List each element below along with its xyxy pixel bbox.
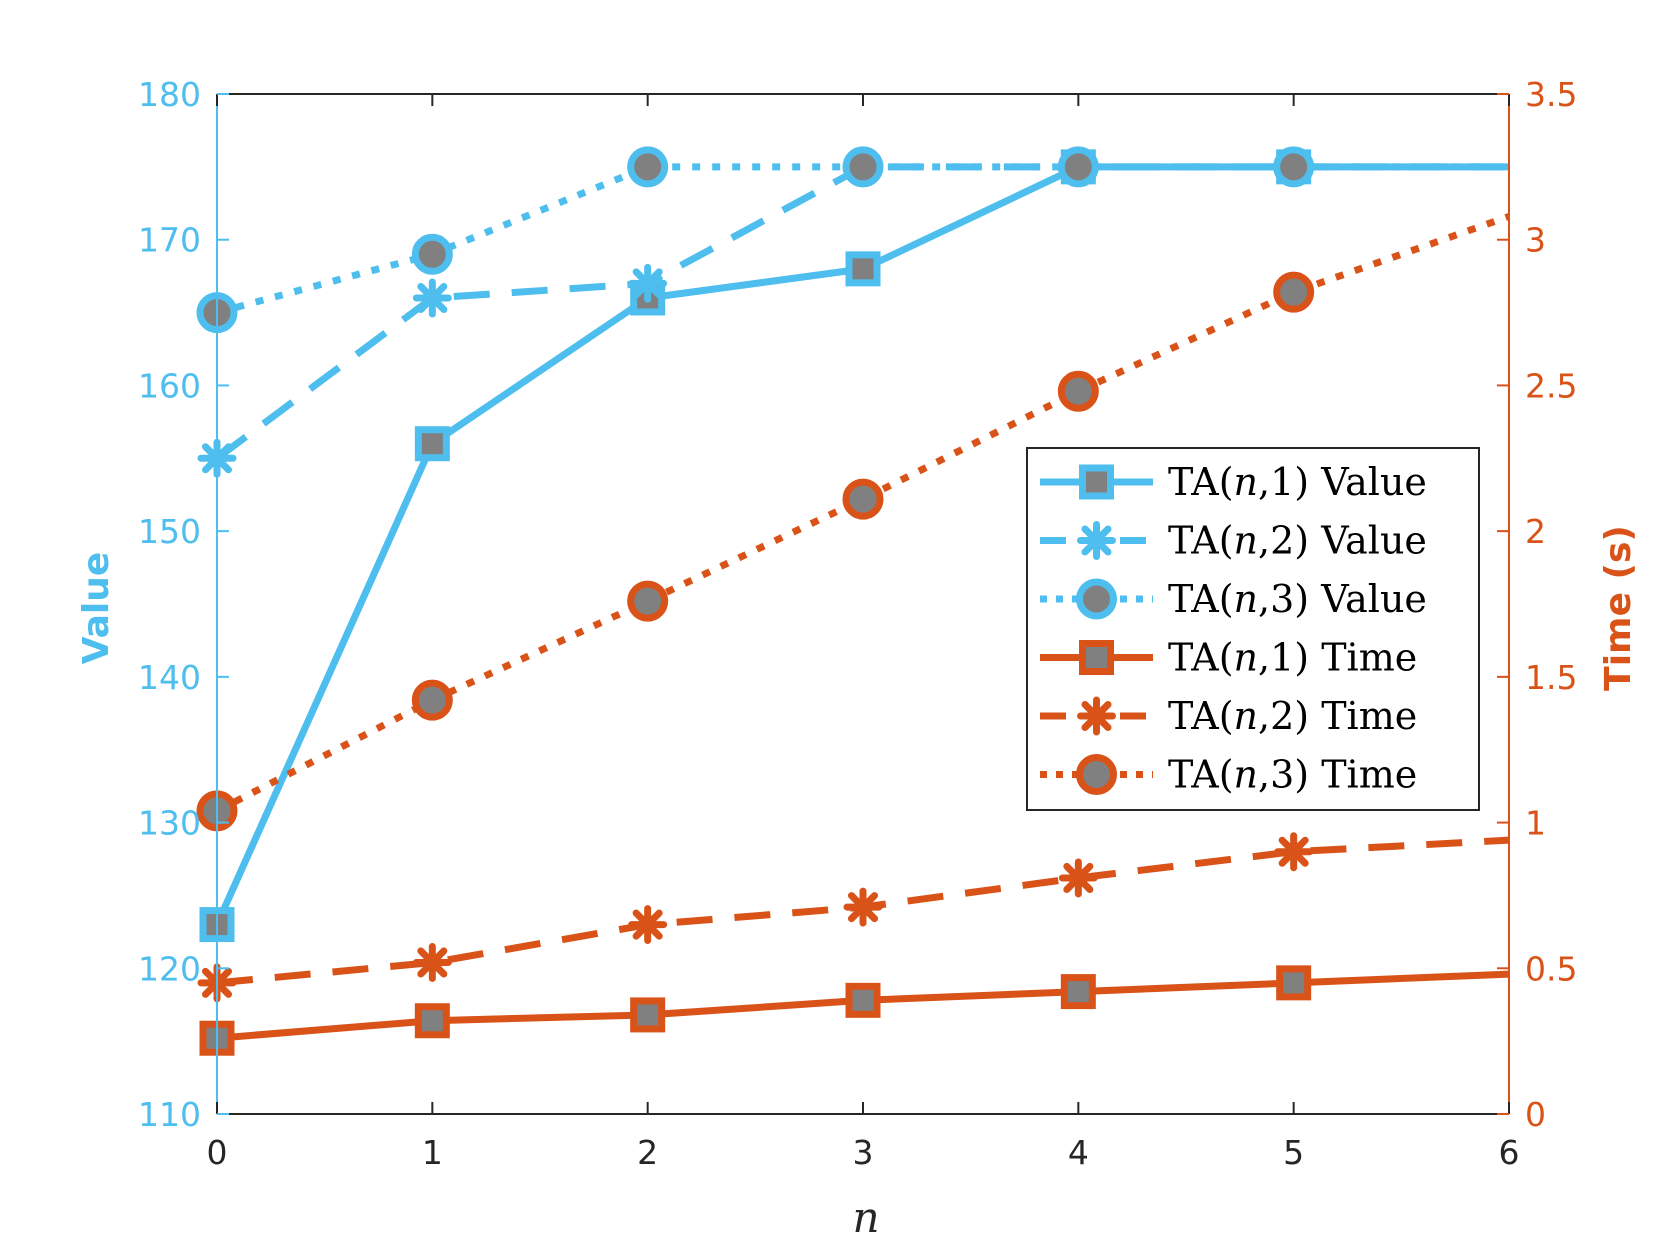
- y-tick-label-left: 170: [138, 221, 201, 260]
- y-tick-label-right: 0.5: [1525, 949, 1577, 988]
- y-tick-label-right: 1.5: [1525, 658, 1577, 697]
- y-tick-label-left: 110: [138, 1095, 201, 1134]
- y-tick-label-right: 1: [1525, 804, 1546, 843]
- data-point-s1-p3: [845, 251, 881, 287]
- legend-marker-6: [1076, 754, 1117, 795]
- data-point-s3-p2: [627, 146, 669, 188]
- data-point-s3-p3: [842, 146, 884, 188]
- legend-label-6: TA(n,3) Time: [1168, 753, 1417, 797]
- data-point-s6-p5: [1273, 271, 1315, 313]
- y-tick-label-right: 2.5: [1525, 366, 1577, 405]
- y-tick-label-right: 3.5: [1525, 75, 1577, 114]
- x-tick-label: 2: [637, 1133, 658, 1172]
- data-point-s6-p1: [411, 679, 453, 721]
- data-point-s5-p5: [1274, 832, 1314, 872]
- data-point-s4-p5: [1276, 965, 1312, 1001]
- legend-entry-1: TA(n,1) Value: [1040, 460, 1427, 504]
- legend-marker-1: [1079, 464, 1114, 500]
- y-tick-label-right: 3: [1525, 221, 1546, 260]
- y-tick-label-right: 2: [1525, 512, 1546, 551]
- x-tick-label: 5: [1283, 1133, 1304, 1172]
- legend-entry-5: TA(n,2) Time: [1040, 694, 1417, 738]
- data-point-s5-p3: [843, 887, 883, 927]
- data-point-s2-p1: [412, 278, 452, 318]
- legend-marker-3: [1076, 578, 1117, 620]
- data-point-s5-p2: [628, 905, 668, 945]
- data-point-s4-p4: [1060, 974, 1096, 1010]
- y-axis-label-left: Value: [76, 552, 117, 665]
- y-axis-label-right: Time (s): [1598, 525, 1639, 691]
- x-tick-label: 3: [853, 1133, 874, 1172]
- y-tick-label-left: 130: [138, 804, 201, 843]
- data-point-s4-p1: [414, 1003, 450, 1039]
- data-point-s3-p4: [1057, 146, 1099, 188]
- data-point-s6-p3: [842, 478, 884, 520]
- legend-label-2: TA(n,2) Value: [1168, 519, 1427, 563]
- series-line-2: [214, 163, 1509, 462]
- legend-box: [1026, 447, 1480, 811]
- legend-entry-6: TA(n,3) Time: [1040, 753, 1417, 797]
- data-point-s4-p3: [845, 982, 881, 1018]
- legend-label-4: TA(n,1) Time: [1168, 636, 1417, 680]
- x-tick-label: 1: [422, 1133, 443, 1172]
- data-point-s3-p5: [1273, 146, 1315, 188]
- x-tick-label: 6: [1499, 1133, 1520, 1172]
- legend-marker-5: [1077, 696, 1116, 736]
- y-tick-label-left: 140: [138, 658, 201, 697]
- legend: TA(n,1) Value TA(n,2) Value TA(n,3) Value T…: [1026, 447, 1480, 811]
- data-point-s4-p2: [630, 997, 666, 1033]
- axes: 0 1 2 3 4 5 6 110 120 130 140 150 160 170 180 0 0.5 1 1.5 2…: [138, 75, 1577, 1172]
- x-tick-label: 4: [1068, 1133, 1089, 1172]
- data-point-s1-p1: [414, 426, 450, 462]
- data-point-s5-p1: [412, 942, 452, 982]
- x-axis-label: n: [852, 1193, 879, 1242]
- y-tick-label-left: 150: [138, 512, 201, 551]
- legend-entry-2: TA(n,2) Value: [1040, 519, 1427, 563]
- data-point-s6-p2: [627, 580, 669, 622]
- legend-label-3: TA(n,3) Value: [1168, 577, 1427, 621]
- legend-marker-4: [1079, 640, 1114, 675]
- y-tick-label-left: 160: [138, 366, 201, 405]
- y-tick-label-right: 0: [1525, 1095, 1546, 1134]
- data-point-s5-p4: [1058, 858, 1098, 898]
- data-point-s6-p4: [1057, 370, 1099, 412]
- data-point-s3-p1: [411, 233, 453, 275]
- y-tick-label-left: 120: [138, 949, 201, 988]
- legend-label-1: TA(n,1) Value: [1168, 460, 1427, 504]
- legend-marker-2: [1077, 521, 1116, 560]
- data-point-s2-p2: [628, 263, 668, 303]
- series-line-3: [216, 163, 1509, 316]
- legend-label-5: TA(n,2) Time: [1168, 694, 1417, 738]
- legend-entry-4: TA(n,1) Time: [1040, 636, 1417, 680]
- legend-entry-3: TA(n,3) Value: [1040, 577, 1427, 621]
- x-tick-label: 0: [207, 1133, 228, 1172]
- y-tick-label-left: 180: [138, 75, 201, 114]
